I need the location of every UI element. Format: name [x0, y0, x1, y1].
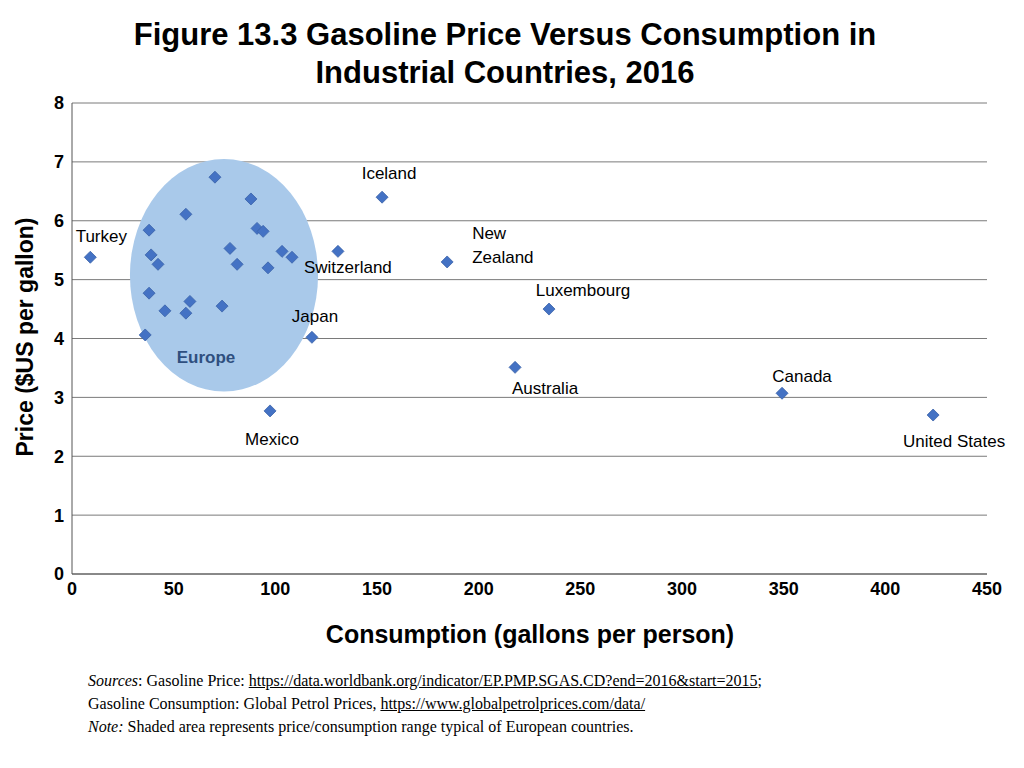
svg-text:7: 7: [54, 152, 64, 172]
html-text:Consumption (gallons per perso: Consumption (gallons per person): [325, 619, 735, 648]
svg-text:Luxembourg: Luxembourg: [536, 281, 631, 300]
svg-text:400: 400: [870, 579, 900, 599]
svg-text:Japan: Japan: [292, 307, 338, 326]
svg-text:0: 0: [67, 579, 77, 599]
html-text:Price ($US per gallon): Price ($US per gallon): [11, 217, 38, 457]
svg-text:NewZealand: NewZealand: [472, 224, 533, 267]
html-text:Note: Shaded area represents p: Note: Shaded area represents price/consu…: [88, 718, 634, 735]
html-text:Sources: Gasoline Price: https: Sources: Gasoline Price: https://data.wo…: [88, 672, 762, 689]
svg-text:Mexico: Mexico: [245, 430, 299, 449]
svg-text:0: 0: [54, 564, 64, 584]
svg-text:150: 150: [362, 579, 392, 599]
svg-text:3: 3: [54, 388, 64, 408]
svg-text:4: 4: [54, 329, 64, 349]
svg-text:Europe: Europe: [177, 348, 236, 367]
svg-text:200: 200: [464, 579, 494, 599]
svg-text:United States: United States: [903, 432, 1005, 451]
svg-text:2: 2: [54, 447, 64, 467]
svg-text:6: 6: [54, 211, 64, 231]
html-text:Figure 13.3 Gasoline Price Ver: Figure 13.3 Gasoline Price Versus Consum…: [133, 17, 877, 90]
svg-text:Turkey: Turkey: [76, 227, 128, 246]
html-text:Gasoline Consumption: Global P: Gasoline Consumption: Global Petrol Pric…: [88, 695, 646, 712]
svg-text:8: 8: [54, 93, 64, 113]
svg-text:300: 300: [667, 579, 697, 599]
svg-text:Australia: Australia: [512, 379, 579, 398]
svg-text:50: 50: [164, 579, 184, 599]
svg-text:450: 450: [972, 579, 1002, 599]
svg-text:Canada: Canada: [772, 367, 832, 386]
svg-text:1: 1: [54, 506, 64, 526]
svg-text:5: 5: [54, 270, 64, 290]
svg-text:Iceland: Iceland: [362, 164, 417, 183]
svg-text:250: 250: [565, 579, 595, 599]
svg-text:Switzerland: Switzerland: [304, 258, 392, 277]
svg-text:350: 350: [769, 579, 799, 599]
svg-text:100: 100: [260, 579, 290, 599]
